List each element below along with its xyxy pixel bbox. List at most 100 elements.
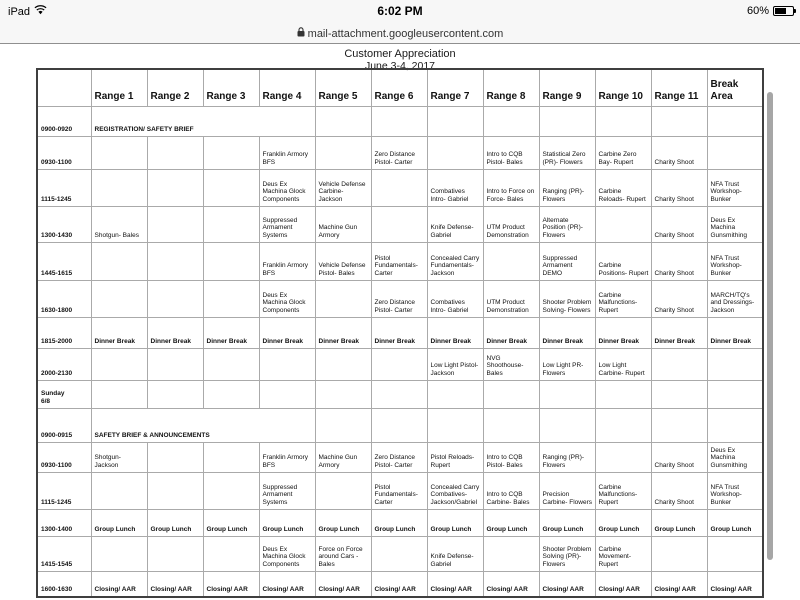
schedule-cell: NFA Trust Workshop- Bunker — [706, 168, 764, 207]
session-span-label: REGISTRATION/ SAFETY BRIEF — [90, 105, 316, 137]
time-column-header — [36, 68, 92, 107]
schedule-cell — [538, 105, 596, 137]
schedule-cell — [202, 379, 260, 409]
schedule-cell — [594, 105, 652, 137]
schedule-cell — [90, 471, 148, 510]
schedule-cell: Carbine Movement- Rupert — [594, 535, 652, 572]
schedule-cell: Deus Ex Machina Gunsmithing — [706, 441, 764, 473]
table-row: 1300-1430 Shotgun- Bales Suppressed Armame… — [36, 205, 764, 243]
schedule-cell — [202, 168, 260, 207]
address-bar[interactable]: mail-attachment.googleusercontent.com — [0, 24, 800, 44]
schedule-cell — [258, 379, 316, 409]
table-row: Sunday 6/8 — [36, 379, 764, 409]
schedule-cell: Charity Shoot — [650, 241, 708, 281]
schedule-cell — [538, 379, 596, 409]
schedule-cell — [314, 105, 372, 137]
time-label: 1415-1545 — [36, 535, 92, 572]
schedule-cell: Deus Ex Machina Glock Components — [258, 535, 316, 572]
schedule-cell — [594, 407, 652, 443]
device-label: iPad — [8, 5, 31, 18]
time-label: 0900-0915 — [36, 407, 92, 443]
time-label: 1115-1245 — [36, 471, 92, 510]
schedule-cell — [202, 535, 260, 572]
schedule-cell — [314, 379, 372, 409]
schedule-cell: Combatives Intro- Gabriel — [426, 168, 484, 207]
schedule-cell: Group Lunch — [426, 508, 484, 537]
schedule-cell — [146, 205, 204, 243]
schedule-cell — [706, 535, 764, 572]
schedule-cell — [706, 105, 764, 137]
schedule-cell — [90, 135, 148, 170]
schedule-cell: Concealed Carry Fundamentals- Jackson — [426, 241, 484, 281]
schedule-cell — [426, 379, 484, 409]
schedule-cell: Dinner Break — [202, 316, 260, 349]
schedule-cell — [370, 105, 428, 137]
column-header: Range 3 — [202, 68, 260, 107]
schedule-cell: Deus Ex Machina Glock Components — [258, 279, 316, 318]
column-header: Range 6 — [370, 68, 428, 107]
schedule-cell — [482, 407, 540, 443]
schedule-cell: Charity Shoot — [650, 168, 708, 207]
schedule-cell — [650, 379, 708, 409]
schedule-cell: Group Lunch — [370, 508, 428, 537]
schedule-cell: Vehicle Defense Pistol- Bales — [314, 241, 372, 281]
schedule-cell: Intro to CQB Pistol- Bales — [482, 135, 540, 170]
schedule-cell: Zero Distance Pistol- Carter — [370, 279, 428, 318]
schedule-cell: Vehicle Defense Carbine- Jackson — [314, 168, 372, 207]
table-row: 1300-1400 Group Lunch Group Lunch Group Lun… — [36, 508, 764, 537]
schedule-cell: Closing/ AAR — [258, 570, 316, 598]
schedule-cell: Alternate Position (PR)- Flowers — [538, 205, 596, 243]
schedule-cell: Dinner Break — [538, 316, 596, 349]
schedule-cell — [426, 135, 484, 170]
schedule-cell — [146, 441, 204, 473]
schedule-cell: Suppressed Armament Systems — [258, 471, 316, 510]
schedule-cell: Group Lunch — [146, 508, 204, 537]
schedule-cell: Dinner Break — [370, 316, 428, 349]
browser-chrome: iPad 6:02 PM 60% — [0, 0, 800, 44]
schedule-cell — [482, 241, 540, 281]
schedule-cell: UTM Product Demonstration — [482, 279, 540, 318]
schedule-cell — [594, 379, 652, 409]
schedule-cell: Franklin Armory BFS — [258, 441, 316, 473]
lock-icon — [297, 27, 305, 40]
schedule-cell: Ranging (PR)- Flowers — [538, 441, 596, 473]
schedule-cell: Group Lunch — [258, 508, 316, 537]
schedule-cell: Carbine Malfunctions- Rupert — [594, 279, 652, 318]
wifi-icon — [34, 5, 47, 18]
time-label: 2000-2130 — [36, 347, 92, 381]
schedule-cell: Group Lunch — [538, 508, 596, 537]
schedule-cell — [370, 168, 428, 207]
time-label: 0900-0920 — [36, 105, 92, 137]
schedule-cell: Deus Ex Machina Glock Components — [258, 168, 316, 207]
table-row: 0930-1100 Shotgun- Jackson Franklin Armory… — [36, 441, 764, 473]
schedule-cell: Intro to Force on Force- Bales — [482, 168, 540, 207]
schedule-cell — [482, 105, 540, 137]
schedule-cell: Precision Carbine- Flowers — [538, 471, 596, 510]
schedule-cell — [314, 347, 372, 381]
schedule-cell — [594, 441, 652, 473]
schedule-cell: Statistical Zero (PR)- Flowers — [538, 135, 596, 170]
schedule-cell: Shotgun- Jackson — [90, 441, 148, 473]
schedule-cell: Dinner Break — [314, 316, 372, 349]
column-header: Range 1 — [90, 68, 148, 107]
scrollbar[interactable] — [767, 92, 773, 560]
schedule-cell: Pistol Fundamentals- Carter — [370, 241, 428, 281]
schedule-cell — [314, 279, 372, 318]
time-label: 1300-1400 — [36, 508, 92, 537]
schedule-cell: Low Light PR- Flowers — [538, 347, 596, 381]
schedule-cell — [202, 205, 260, 243]
column-header: Range 7 — [426, 68, 484, 107]
time-label: 0930-1100 — [36, 441, 92, 473]
schedule-cell: Shotgun- Bales — [90, 205, 148, 243]
schedule-cell: Zero Distance Pistol- Carter — [370, 135, 428, 170]
column-header: Break Area — [706, 68, 764, 107]
schedule-cell: UTM Product Demonstration — [482, 205, 540, 243]
schedule-cell: Closing/ AAR — [202, 570, 260, 598]
schedule-cell: Suppressed Armament DEMO — [538, 241, 596, 281]
schedule-cell: Franklin Armory BFS — [258, 135, 316, 170]
time-label: 0930-1100 — [36, 135, 92, 170]
schedule-cell: Pistol Reloads- Rupert — [426, 441, 484, 473]
table-row: 2000-2130 Low Light Pistol- Jackson NVG Sh… — [36, 347, 764, 381]
table-row: 1630-1800 Deus Ex Machina Glock Component… — [36, 279, 764, 318]
column-header: Range 2 — [146, 68, 204, 107]
